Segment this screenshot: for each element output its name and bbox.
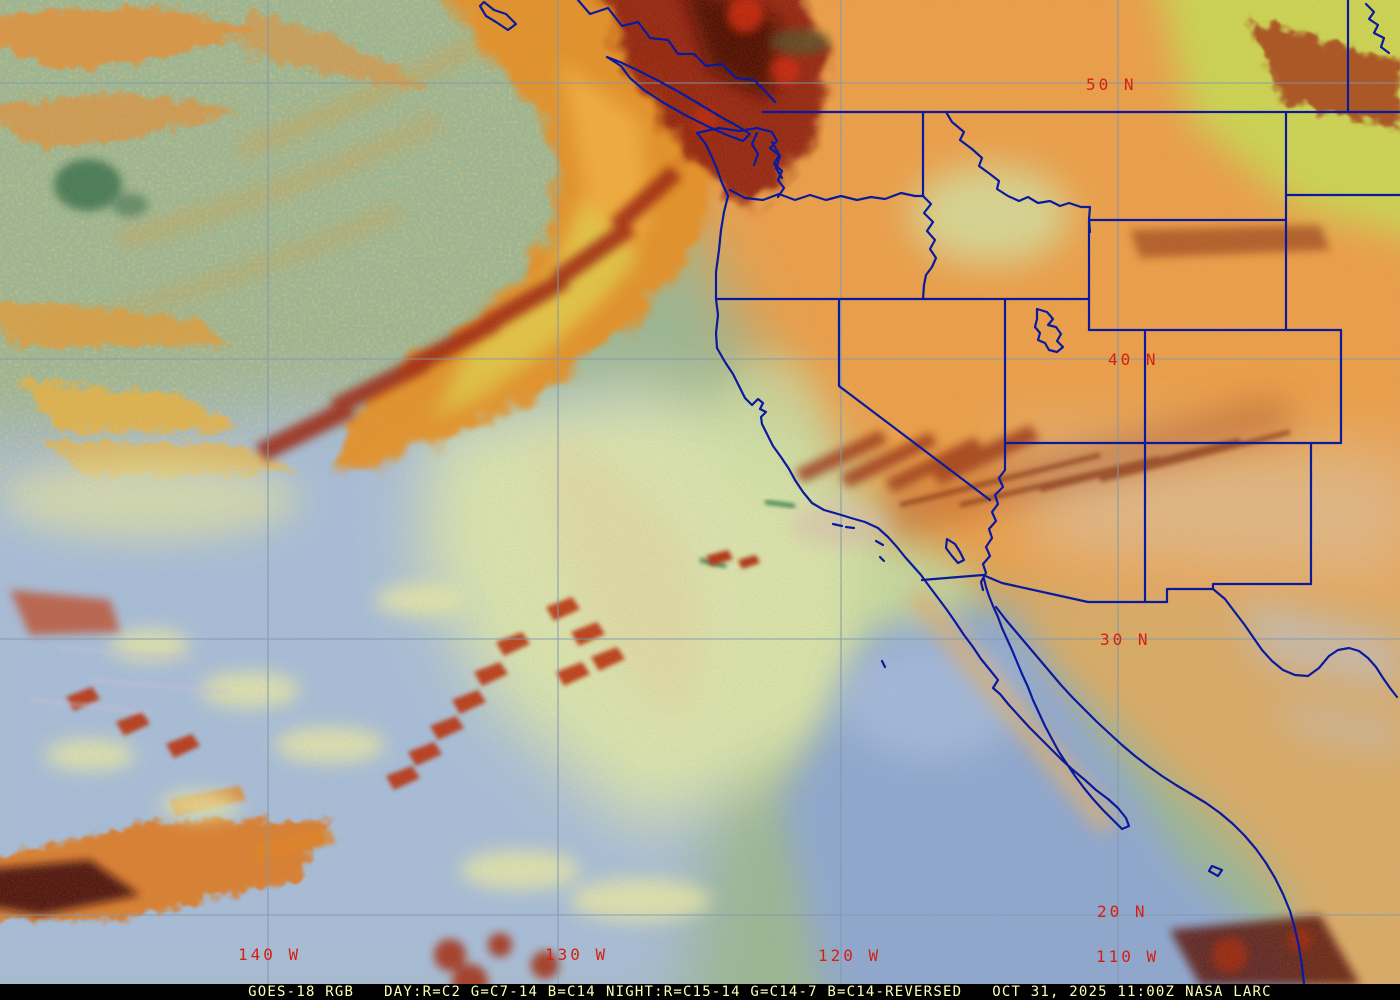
lon-label-120w: 120 W — [818, 946, 881, 965]
coastal-island — [478, 0, 518, 32]
puget-branch-2 — [770, 140, 784, 180]
lon-label-110w: 110 W — [1096, 947, 1159, 966]
ca-nv-border — [837, 297, 992, 502]
top-right-river — [1364, 2, 1391, 55]
lat-label-20n: 20 N — [1097, 902, 1148, 921]
nm-tx-32n — [1211, 582, 1313, 591]
great-salt-lake — [1033, 307, 1065, 354]
lat-label-50n: 50 N — [1086, 75, 1137, 94]
day-recipe: DAY:R=C2 G=C7-14 B=C14 — [384, 984, 596, 1000]
rio-grande — [1211, 587, 1399, 699]
mexico-mainland-coast — [994, 605, 1306, 984]
coordinate-labels: 50 N 40 N 30 N 20 N 140 W 130 W 120 W 11… — [238, 75, 1159, 966]
night-recipe: NIGHT:R=C15-14 G=C14-7 B=C14-REVERSED — [605, 984, 963, 1000]
lon-label-130w: 130 W — [545, 945, 608, 964]
az-west-colorado-river — [979, 441, 1007, 592]
vancouver-island — [605, 55, 752, 143]
bc-mainland-coast — [576, 0, 777, 104]
or-id-border — [921, 194, 938, 301]
state-borders — [478, 0, 1400, 984]
lat-label-40n: 40 N — [1108, 350, 1159, 369]
id-mt-border — [944, 110, 1092, 234]
wa-or-border — [728, 188, 925, 202]
islas-marias — [1207, 864, 1224, 878]
strait-puget-sound — [695, 126, 786, 199]
credit: NASA LARC — [1185, 984, 1272, 1000]
salton-sea — [944, 537, 966, 565]
puget-branch-1 — [750, 131, 760, 167]
lat-label-30n: 30 N — [1100, 630, 1151, 649]
status-text: GOES-18 RGB DAY:R=C2 G=C7-14 B=C14 NIGHT:R… — [248, 984, 1272, 1000]
mexico-border-west — [920, 573, 1215, 604]
timestamp: OCT 31, 2025 11:00Z — [992, 984, 1176, 1000]
product-name: GOES-18 RGB — [248, 984, 355, 1000]
channel-islands — [831, 522, 887, 669]
pacific-coast — [695, 131, 1131, 831]
status-bar: GOES-18 RGB DAY:R=C2 G=C7-14 B=C14 NIGHT:R… — [0, 984, 1400, 1000]
lon-label-140w: 140 W — [238, 945, 301, 964]
